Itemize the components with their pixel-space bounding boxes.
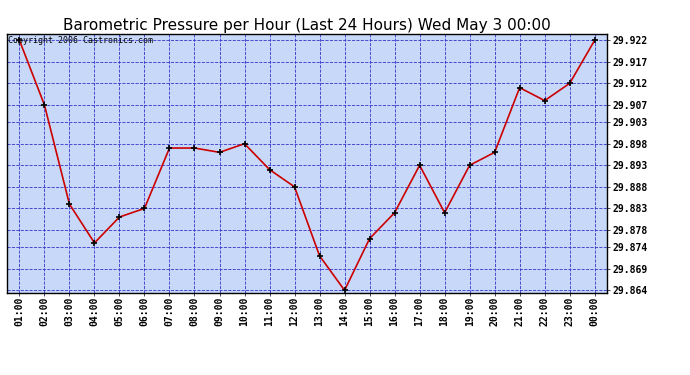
Text: Copyright 2006 Castronics.com: Copyright 2006 Castronics.com [8, 36, 153, 45]
Title: Barometric Pressure per Hour (Last 24 Hours) Wed May 3 00:00: Barometric Pressure per Hour (Last 24 Ho… [63, 18, 551, 33]
